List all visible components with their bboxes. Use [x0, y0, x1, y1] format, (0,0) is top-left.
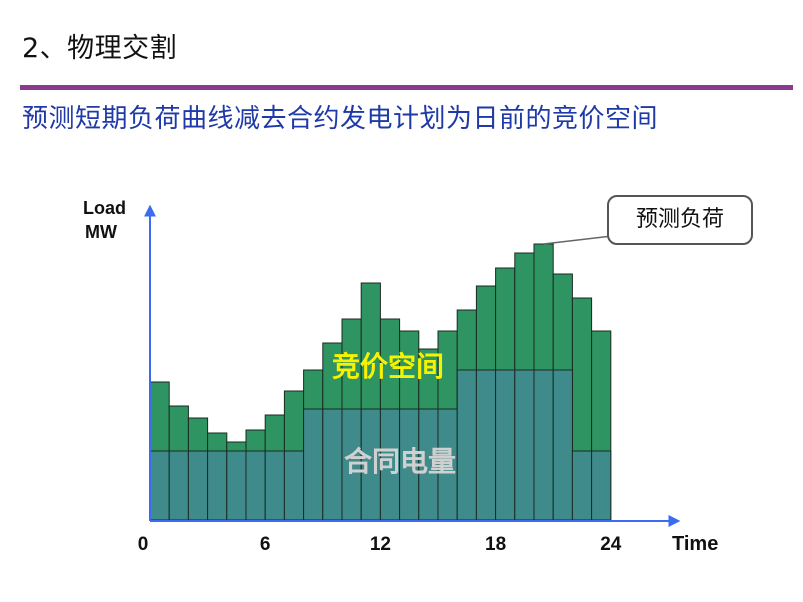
slide-subtitle: 预测短期负荷曲线减去合约发电计划为日前的竞价空间 — [22, 104, 659, 134]
contract-bar — [226, 450, 247, 521]
contract-bar — [475, 369, 497, 521]
contract-bar — [187, 450, 209, 521]
contract-bar — [591, 450, 612, 521]
contract-bar — [149, 450, 170, 521]
x-tick-label: 18 — [485, 534, 506, 555]
y-axis-label-line2: MW — [85, 222, 117, 242]
contract-bar — [303, 408, 324, 521]
contract-bar — [552, 369, 573, 521]
contract-bar — [571, 450, 593, 521]
contract-bar — [456, 369, 477, 521]
contract-bar — [495, 369, 516, 521]
contract-bar — [533, 369, 554, 521]
x-axis-label: Time — [672, 533, 718, 555]
x-tick-label: 12 — [370, 534, 391, 555]
contract-bar — [514, 369, 535, 521]
contract-energy-label: 合同电量 — [344, 445, 456, 478]
contract-bar — [245, 450, 266, 521]
x-tick-labels: 0 6 12 18 24 — [138, 534, 622, 555]
y-axis-label-line1: Load — [83, 198, 126, 218]
title-divider — [20, 85, 793, 90]
x-tick-label: 0 — [138, 534, 149, 555]
x-tick-label: 6 — [260, 534, 271, 555]
contract-bar — [283, 450, 305, 521]
contract-bar — [264, 450, 285, 521]
x-tick-label: 24 — [600, 534, 622, 555]
section-title: 2、物理交割 — [22, 33, 178, 64]
contract-bar — [322, 408, 343, 521]
forecast-load-callout: 预测负荷 — [607, 195, 753, 245]
callout-leader-line — [543, 235, 613, 245]
contract-bar — [168, 450, 189, 521]
bidding-space-label: 竞价空间 — [332, 350, 444, 383]
contract-bar — [207, 450, 228, 521]
